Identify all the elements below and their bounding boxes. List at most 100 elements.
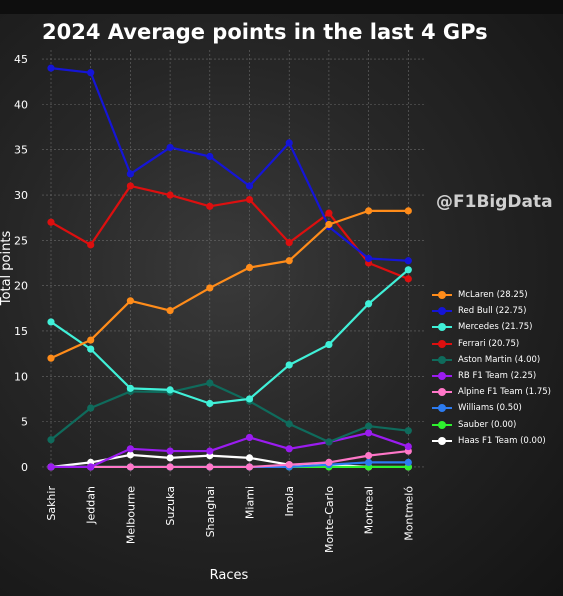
data-point — [285, 139, 293, 147]
data-point — [365, 452, 373, 460]
series-group — [47, 207, 412, 362]
data-point — [126, 451, 134, 459]
data-point — [126, 445, 134, 453]
data-point — [325, 220, 333, 229]
series-group — [47, 182, 412, 283]
data-point — [285, 239, 293, 247]
data-point — [166, 463, 174, 471]
data-point — [325, 438, 333, 446]
legend-item: Aston Martin (4.00) — [432, 352, 551, 368]
data-point — [285, 257, 293, 265]
series-line — [51, 431, 409, 469]
legend-marker — [432, 290, 452, 300]
legend-item: Sauber (0.00) — [432, 417, 551, 433]
x-tick-label: Monte-Carlo — [323, 486, 336, 553]
data-point — [87, 69, 95, 77]
data-point — [365, 254, 373, 263]
data-point — [166, 386, 174, 394]
data-point — [206, 399, 214, 408]
data-point — [245, 263, 254, 272]
series-group — [47, 266, 412, 408]
legend-marker — [432, 387, 452, 397]
legend-label: RB F1 Team (2.25) — [458, 371, 537, 382]
y-tick-label: 35 — [14, 144, 28, 157]
data-point — [245, 395, 254, 403]
x-axis-label: Races — [210, 568, 249, 583]
data-point — [325, 340, 333, 349]
series-line — [50, 268, 410, 405]
series-line — [50, 381, 409, 444]
data-point — [47, 463, 55, 471]
data-point — [87, 345, 95, 353]
data-point — [365, 429, 373, 437]
data-point — [166, 447, 174, 455]
y-tick-label: 15 — [14, 325, 28, 338]
x-tick-label: Melbourne — [124, 486, 137, 544]
data-point — [126, 463, 134, 471]
data-point — [166, 143, 174, 152]
legend-label: McLaren (28.25) — [458, 290, 528, 301]
data-point — [285, 461, 293, 469]
data-point — [47, 436, 55, 444]
x-tick-label: Montmeló — [402, 486, 415, 541]
data-point — [404, 427, 412, 435]
series-lines — [47, 64, 412, 471]
data-point — [365, 458, 373, 467]
data-point — [166, 454, 174, 462]
y-tick-label: 0 — [21, 461, 28, 474]
watermark: @F1BigData — [436, 192, 553, 212]
data-point — [206, 202, 214, 210]
data-point — [47, 318, 55, 326]
legend-label: Red Bull (22.75) — [458, 306, 527, 317]
data-point — [126, 170, 134, 178]
data-point — [404, 257, 412, 265]
series-group — [47, 429, 412, 471]
y-axis-ticks: 0 5 10 15 20 25 30 35 40 45 — [14, 53, 28, 474]
data-point — [404, 442, 412, 451]
data-point — [47, 64, 55, 72]
data-point — [365, 422, 373, 430]
data-point — [126, 182, 134, 190]
data-point — [365, 300, 373, 308]
y-tick-label: 5 — [21, 416, 28, 429]
top-band — [0, 0, 563, 14]
legend-label: Mercedes (21.75) — [458, 322, 533, 333]
legend-marker — [432, 339, 452, 349]
legend-label: Haas F1 Team (0.00) — [458, 435, 546, 446]
legend-marker — [432, 403, 452, 413]
legend-marker — [432, 436, 452, 446]
data-point — [285, 361, 293, 369]
y-tick-label: 40 — [14, 98, 28, 111]
legend-marker — [432, 306, 452, 316]
y-tick-label: 45 — [14, 53, 28, 66]
data-point — [325, 458, 333, 467]
data-point — [245, 463, 254, 471]
data-point — [206, 463, 214, 471]
x-tick-label: Imola — [283, 486, 296, 517]
legend-marker — [432, 371, 452, 381]
y-tick-label: 20 — [14, 280, 28, 293]
legend-item: Red Bull (22.75) — [432, 303, 551, 319]
data-point — [325, 209, 333, 217]
data-point — [404, 458, 412, 467]
y-tick-label: 25 — [14, 234, 28, 247]
x-tick-label: Suzuka — [164, 486, 177, 526]
y-axis-label: Total points — [0, 231, 14, 307]
series-line — [51, 449, 409, 469]
data-point — [126, 297, 134, 305]
legend-item: Mercedes (21.75) — [432, 319, 551, 335]
data-point — [206, 379, 214, 387]
legend: McLaren (28.25) Red Bull (22.75) Mercedes … — [432, 287, 551, 449]
legend-item: Alpine F1 Team (1.75) — [432, 384, 551, 400]
legend-marker — [432, 322, 452, 332]
data-point — [245, 454, 254, 462]
data-point — [285, 445, 293, 453]
data-point — [206, 447, 214, 455]
data-point — [87, 336, 95, 344]
y-tick-label: 30 — [14, 189, 28, 202]
series-group — [47, 64, 412, 265]
x-tick-label: Miami — [244, 486, 257, 519]
legend-label: Ferrari (20.75) — [458, 338, 520, 349]
